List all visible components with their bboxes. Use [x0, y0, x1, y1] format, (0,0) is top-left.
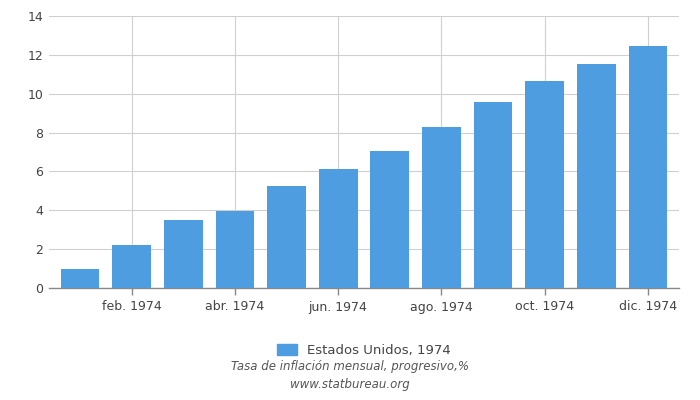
Bar [526, 81, 564, 288]
Bar [474, 102, 512, 288]
Bar [370, 151, 410, 288]
Bar [61, 268, 99, 288]
Bar [318, 168, 358, 288]
Bar [267, 186, 306, 288]
Bar [112, 245, 151, 288]
Bar [164, 220, 202, 288]
Legend: Estados Unidos, 1974: Estados Unidos, 1974 [277, 344, 451, 357]
Bar [216, 211, 254, 288]
Bar [422, 127, 461, 288]
Text: Tasa de inflación mensual, progresivo,%: Tasa de inflación mensual, progresivo,% [231, 360, 469, 373]
Text: www.statbureau.org: www.statbureau.org [290, 378, 410, 391]
Bar [577, 64, 616, 288]
Bar [629, 46, 667, 288]
